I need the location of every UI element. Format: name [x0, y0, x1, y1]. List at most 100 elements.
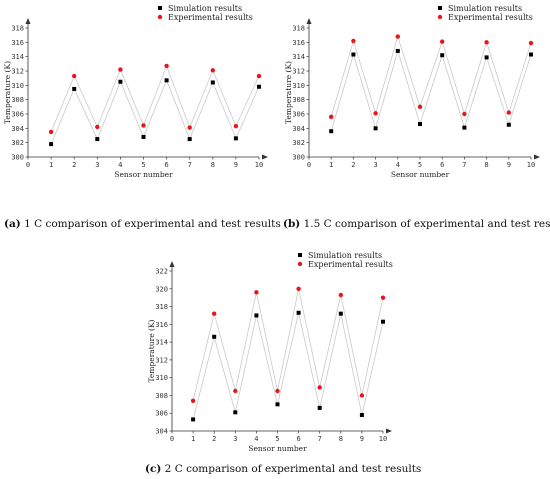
x-tick-label: 6 — [164, 161, 168, 169]
simulation-point — [484, 55, 489, 60]
y-tick-label: 316 — [155, 321, 168, 329]
x-axis-label: Sensor number — [248, 444, 307, 453]
y-tick-label: 308 — [155, 392, 168, 400]
x-tick-label: 9 — [507, 161, 511, 169]
simulation-point — [329, 129, 334, 134]
legend-simulation-label: Simulation results — [308, 251, 382, 260]
x-tick-label: 5 — [418, 161, 422, 169]
legend-experimental-marker — [157, 14, 163, 20]
x-axis-arrow — [534, 154, 540, 160]
experimental-point — [48, 129, 54, 135]
simulation-point — [72, 86, 77, 91]
y-tick-label: 310 — [292, 82, 305, 90]
experimental-point — [484, 40, 489, 45]
experimental-point — [440, 39, 445, 44]
experimental-point — [233, 388, 238, 394]
legend-simulation-label: Simulation results — [168, 4, 242, 13]
y-axis-label: Temperature (K) — [284, 61, 293, 124]
x-tick-label: 8 — [339, 435, 343, 443]
experimental-point — [72, 73, 77, 79]
y-tick-label: 314 — [292, 53, 305, 61]
experimental-point — [187, 125, 192, 130]
caption-a: (a) 1 C comparison of experimental and t… — [4, 218, 281, 230]
y-tick-label: 322 — [155, 268, 168, 276]
simulation-point — [257, 84, 261, 89]
x-tick-label: 5 — [275, 435, 279, 443]
x-tick-label: 10 — [255, 161, 263, 169]
y-tick-label: 310 — [11, 82, 24, 90]
x-axis-arrow — [262, 154, 268, 160]
experimental-point — [373, 111, 378, 116]
experimental-point — [275, 388, 280, 394]
experimental-point — [380, 295, 386, 300]
simulation-point — [212, 334, 217, 339]
y-tick-label: 312 — [292, 68, 305, 76]
x-tick-label: 1 — [191, 435, 195, 443]
x-tick-label: 0 — [26, 161, 30, 169]
simulation-point — [317, 405, 322, 410]
experimental-point — [317, 385, 322, 390]
simulation-point — [529, 52, 533, 57]
x-tick-label: 4 — [396, 161, 400, 169]
y-tick-label: 300 — [11, 154, 24, 162]
x-tick-label: 5 — [141, 161, 145, 169]
simulation-point — [187, 137, 192, 142]
experimental-point — [395, 34, 400, 39]
x-tick-label: 7 — [188, 161, 192, 169]
experimental-point — [528, 40, 534, 46]
x-tick-label: 3 — [233, 435, 237, 443]
experimental-series-line — [330, 35, 532, 117]
simulation-point — [506, 122, 511, 127]
y-tick-label: 306 — [11, 111, 24, 119]
plot-area-b: 0 1 2 3 4 5 6 7 8 9 10 300 302 304 306 308 310 312 314 316 3… — [284, 4, 540, 179]
experimental-point — [462, 111, 467, 117]
x-tick-label: 2 — [212, 435, 216, 443]
experimental-point — [338, 292, 343, 298]
y-tick-label: 308 — [11, 96, 24, 104]
legend-simulation-marker — [158, 6, 162, 10]
experimental-series-line — [50, 64, 260, 133]
simulation-point — [191, 417, 196, 422]
legend-experimental-label: Experimental results — [168, 13, 253, 22]
x-tick-label: 10 — [527, 161, 535, 169]
simulation-point — [233, 410, 238, 415]
legend-simulation-marker — [438, 6, 442, 10]
caption-b: (b) 1.5 C comparison of experimental and… — [283, 218, 550, 230]
legend-experimental-marker — [437, 14, 443, 20]
x-tick-label: 10 — [379, 435, 387, 443]
simulation-point — [233, 136, 238, 141]
legend-simulation-marker — [298, 253, 302, 257]
y-tick-label: 308 — [292, 96, 305, 104]
x-axis-arrow — [386, 428, 392, 434]
x-tick-label: 8 — [484, 161, 488, 169]
simulation-point — [351, 52, 356, 57]
legend-experimental-label: Experimental results — [308, 260, 393, 269]
y-axis-label: Temperature (K) — [147, 319, 156, 382]
simulation-point — [95, 137, 100, 142]
simulation-point — [395, 48, 400, 53]
x-tick-label: 6 — [440, 161, 444, 169]
x-tick-label: 8 — [211, 161, 215, 169]
y-tick-label: 318 — [155, 303, 168, 311]
simulation-point — [338, 311, 343, 316]
simulation-point — [254, 313, 259, 318]
y-tick-label: 314 — [155, 339, 168, 347]
x-tick-label: 3 — [95, 161, 99, 169]
x-axis-label: Sensor number — [114, 170, 173, 179]
x-tick-label: 2 — [351, 161, 355, 169]
x-tick-label: 4 — [254, 435, 258, 443]
experimental-point — [359, 393, 365, 398]
experimental-point — [164, 63, 169, 69]
simulation-point — [49, 142, 54, 147]
y-tick-label: 314 — [11, 53, 24, 61]
experimental-point — [95, 124, 100, 130]
x-tick-label: 9 — [234, 161, 238, 169]
plot-area-c: 0 1 2 3 4 5 6 7 8 9 10 304 306 308 310 312 314 316 318 320 3… — [147, 251, 393, 453]
experimental-point — [210, 68, 215, 73]
simulation-point — [118, 79, 123, 84]
x-tick-label: 1 — [49, 161, 53, 169]
y-tick-label: 300 — [292, 154, 305, 162]
simulation-point — [381, 319, 385, 324]
experimental-point — [329, 114, 334, 120]
